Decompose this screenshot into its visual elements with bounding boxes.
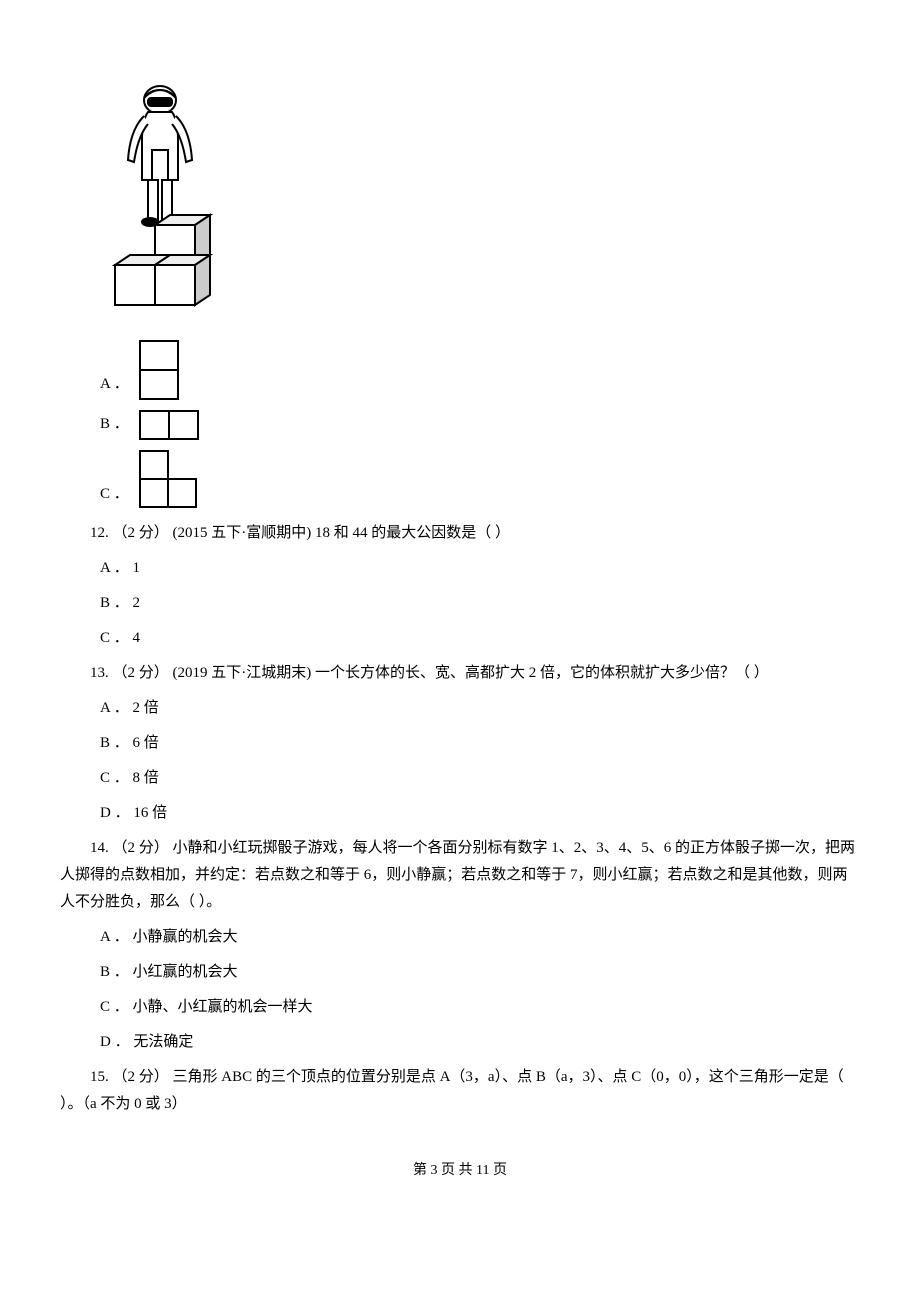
- q14-option-b: B ． 小红赢的机会大: [100, 959, 860, 986]
- option-b-label: B ．: [100, 411, 129, 440]
- q12-option-b: B ． 2: [100, 590, 860, 617]
- option-b-shape-icon: [139, 410, 199, 440]
- option-c-shape-icon: [139, 450, 199, 510]
- q12-option-a: A ． 1: [100, 555, 860, 582]
- question-14: 14. （2 分） 小静和小红玩掷骰子游戏，每人将一个各面分别标有数字 1、2、…: [60, 835, 860, 916]
- person-on-cubes-icon: [100, 80, 220, 310]
- question-13: 13. （2 分） (2019 五下·江城期末) 一个长方体的长、宽、高都扩大 …: [60, 660, 860, 687]
- page-footer: 第 3 页 共 11 页: [60, 1158, 860, 1183]
- q14-option-a: A ． 小静赢的机会大: [100, 924, 860, 951]
- q13-option-c: C ． 8 倍: [100, 765, 860, 792]
- option-b: B ．: [100, 410, 860, 440]
- question-12: 12. （2 分） (2015 五下·富顺期中) 18 和 44 的最大公因数是…: [60, 520, 860, 547]
- option-a: A ．: [100, 340, 860, 400]
- option-c-label: C ．: [100, 481, 129, 510]
- q13-option-a: A ． 2 倍: [100, 695, 860, 722]
- question-figure: [100, 80, 860, 320]
- q14-option-c: C ． 小静、小红赢的机会一样大: [100, 994, 860, 1021]
- q13-option-d: D ． 16 倍: [100, 800, 860, 827]
- option-a-label: A ．: [100, 371, 129, 400]
- option-a-shape-icon: [139, 340, 179, 400]
- q14-option-d: D ． 无法确定: [100, 1029, 860, 1056]
- q13-option-b: B ． 6 倍: [100, 730, 860, 757]
- q12-option-c: C ． 4: [100, 625, 860, 652]
- option-c: C ．: [100, 450, 860, 510]
- question-15: 15. （2 分） 三角形 ABC 的三个顶点的位置分别是点 A（3，a）、点 …: [60, 1064, 860, 1118]
